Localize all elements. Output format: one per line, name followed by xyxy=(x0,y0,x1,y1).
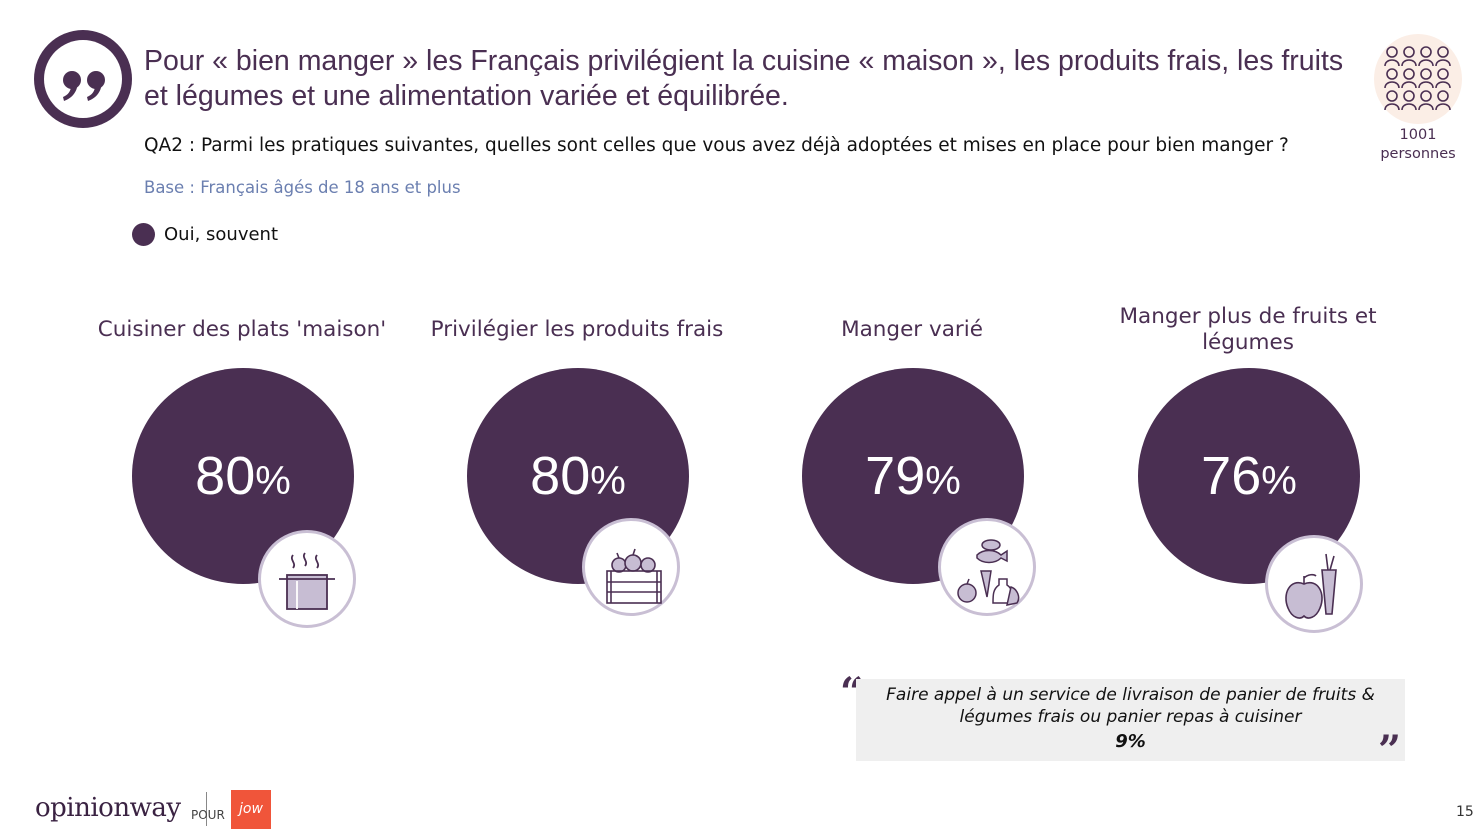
base-text: Base : Français âgés de 18 ans et plus xyxy=(144,178,461,197)
page-number: 15 xyxy=(1456,804,1474,820)
callout-box: Faire appel à un service de livraison de… xyxy=(856,679,1405,761)
legend-label: Oui, souvent xyxy=(164,224,279,245)
chart-legend: Oui, souvent xyxy=(132,223,278,246)
chart-item: Cuisiner des plats 'maison' 80% xyxy=(92,0,392,650)
chart-item: Manger varié 79% xyxy=(762,0,1062,650)
logo-divider xyxy=(206,792,207,826)
legend-swatch xyxy=(132,223,155,246)
close-quote-icon: ” xyxy=(1378,727,1402,774)
jow-logo: jow xyxy=(231,790,271,829)
data-label: 80% xyxy=(195,446,291,506)
category-label: Cuisiner des plats 'maison' xyxy=(97,317,387,342)
category-label: Manger varié xyxy=(841,317,983,342)
category-label: Manger plus de fruits et légumes xyxy=(1119,304,1377,355)
page-title: Pour « bien manger » les Français privil… xyxy=(144,45,1344,112)
data-label: 79% xyxy=(865,446,961,506)
question-text: QA2 : Parmi les pratiques suivantes, que… xyxy=(144,135,1289,156)
sample-count: 1001 xyxy=(1399,127,1437,143)
chart-item: Manger plus de fruits et légumes 76% xyxy=(1098,0,1398,650)
apple-carrot-icon xyxy=(1265,535,1363,633)
callout-text: Faire appel à un service de livraison de… xyxy=(886,685,1375,727)
chart-item: Privilégier les produits frais 80% xyxy=(427,0,727,650)
mixed-foods-icon xyxy=(938,518,1036,616)
quote-badge-icon xyxy=(34,30,132,128)
data-label: 80% xyxy=(530,446,626,506)
opinionway-logo: opinionway xyxy=(35,793,181,823)
sample-unit: personnes xyxy=(1380,146,1456,162)
data-label: 76% xyxy=(1201,446,1297,506)
pour-label: POUR xyxy=(191,808,225,822)
category-label: Privilégier les produits frais xyxy=(430,317,724,342)
cooking-pot-icon xyxy=(258,530,356,628)
sample-size: 1001 personnes xyxy=(1368,126,1468,164)
callout-value: 9% xyxy=(1115,731,1146,752)
produce-crate-icon xyxy=(582,518,680,616)
people-group-icon xyxy=(1374,34,1462,124)
